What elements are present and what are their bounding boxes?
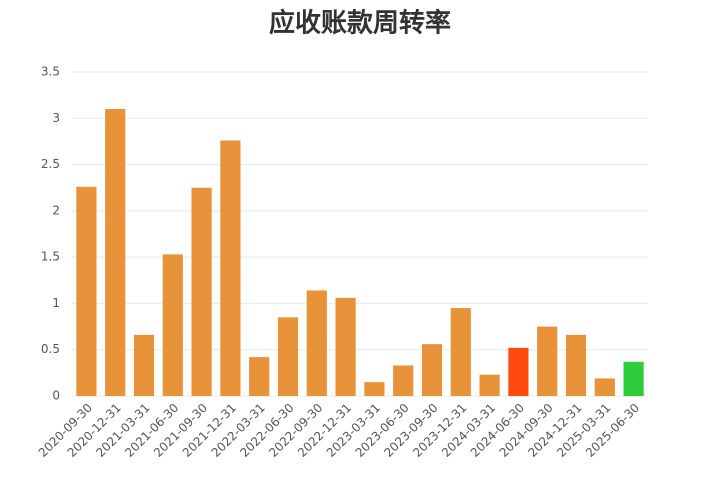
bar	[421, 344, 443, 396]
bar	[249, 357, 270, 396]
y-tick-label: 1	[52, 296, 60, 310]
bar	[162, 254, 183, 396]
bar	[479, 374, 500, 396]
chart-title: 应收账款周转率	[269, 8, 451, 39]
y-tick-label: 3	[52, 111, 60, 125]
bar	[191, 187, 212, 396]
y-tick-label: 0.5	[41, 342, 60, 356]
bar	[335, 297, 356, 396]
bar	[537, 326, 558, 396]
bar	[450, 308, 471, 396]
y-tick-label: 0	[52, 389, 60, 403]
bar	[133, 334, 155, 396]
bar	[508, 347, 529, 396]
bar	[623, 361, 644, 396]
bar	[565, 334, 587, 396]
bar	[277, 317, 299, 396]
bar	[306, 290, 327, 396]
bar	[105, 109, 126, 397]
y-tick-label: 2.5	[41, 157, 60, 171]
y-tick-label: 2	[52, 203, 60, 217]
y-tick-label: 3.5	[41, 65, 60, 79]
bar	[76, 186, 97, 396]
bar	[364, 382, 385, 396]
y-tick-label: 1.5	[41, 250, 60, 264]
bar	[594, 378, 615, 396]
bar	[220, 140, 241, 396]
bar	[393, 365, 414, 396]
